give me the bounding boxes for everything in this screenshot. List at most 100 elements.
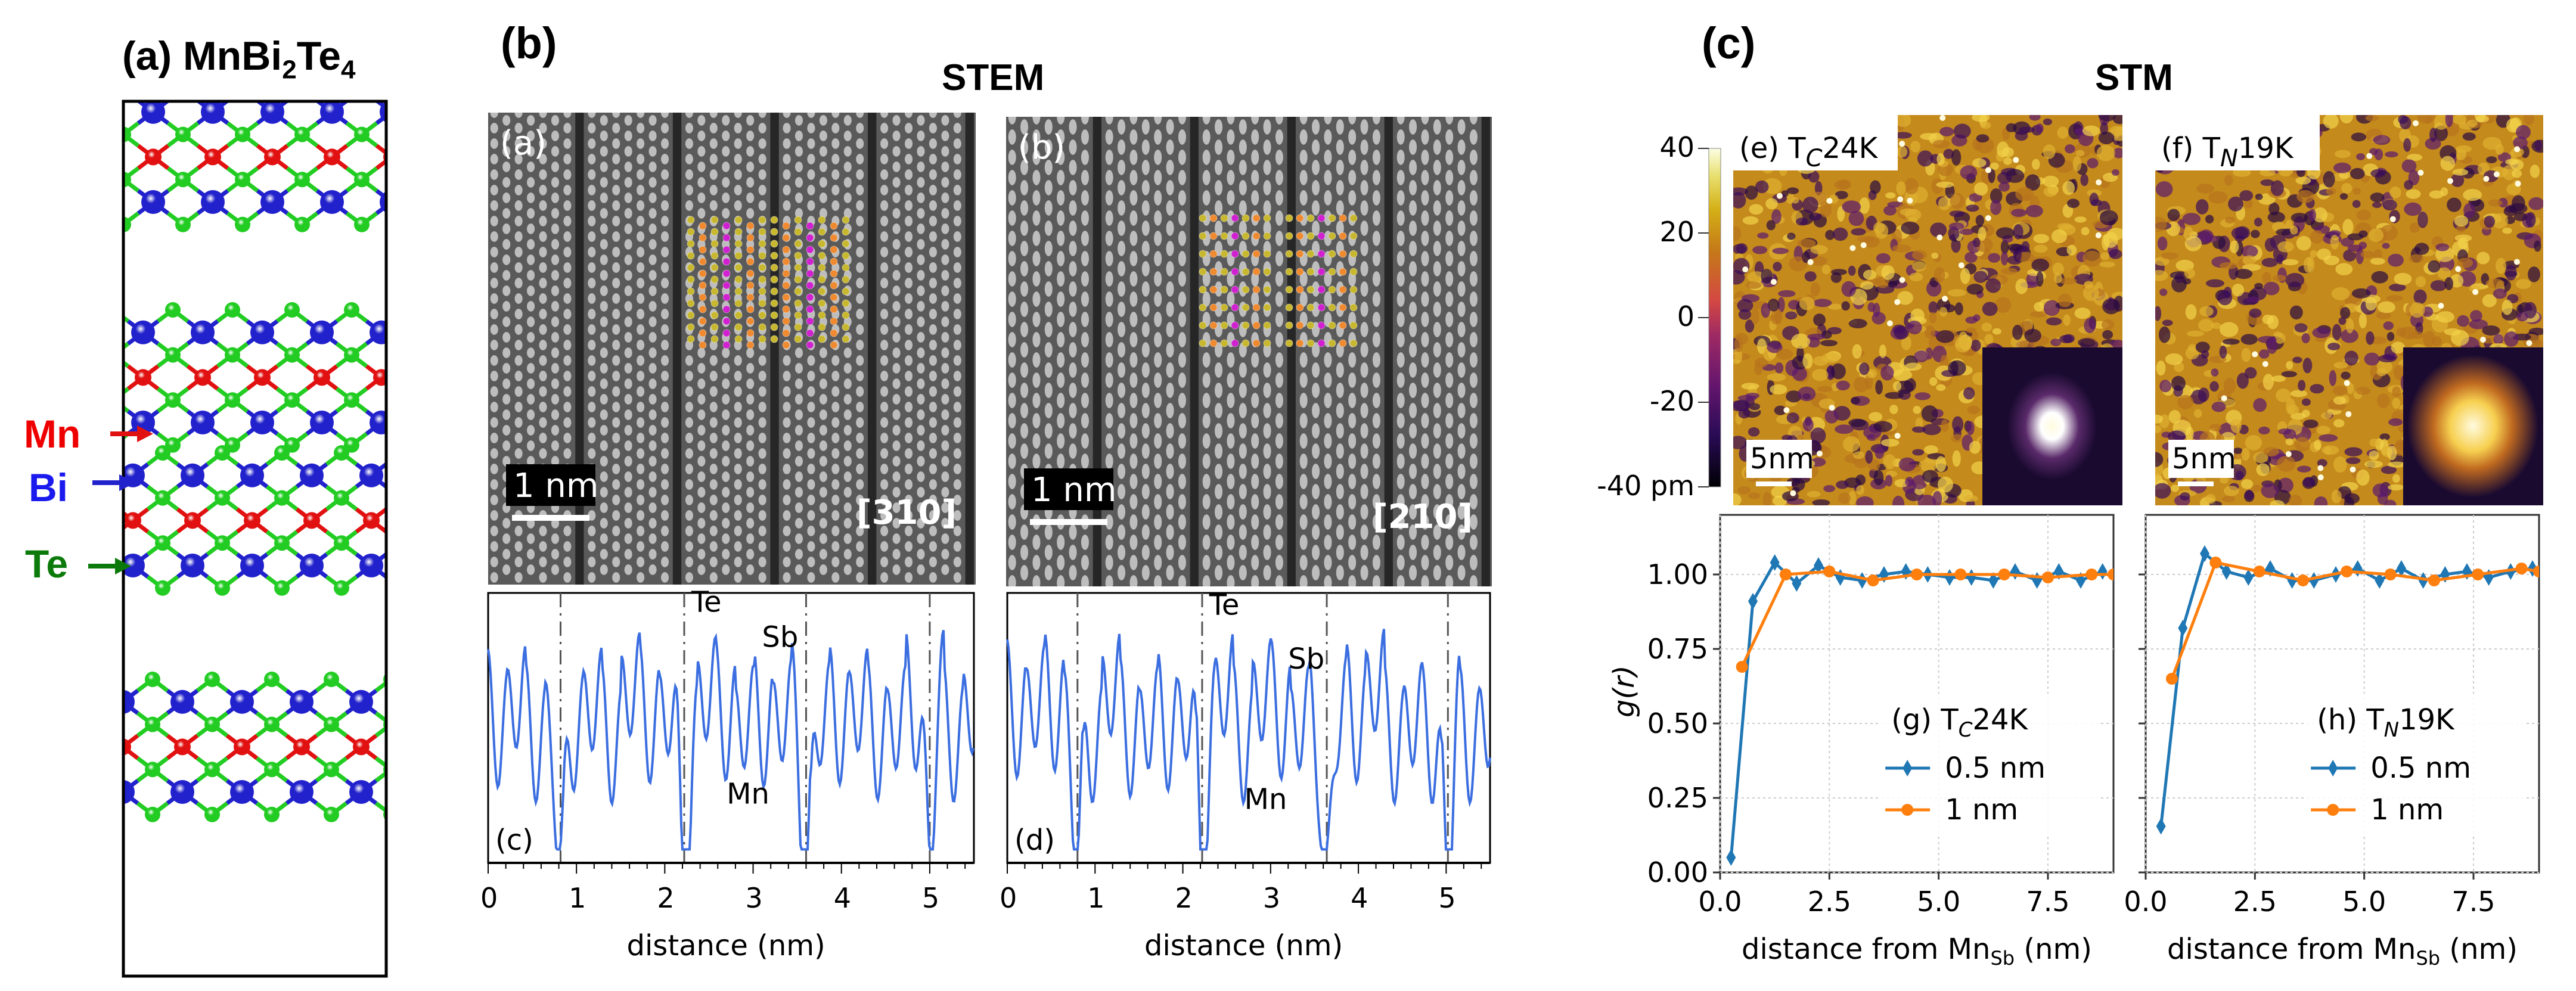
bond (392, 146, 406, 157)
topography-feature (2113, 147, 2122, 159)
overlay-te (734, 216, 743, 224)
label-bi: Bi (29, 465, 68, 510)
atom-column (1081, 210, 1089, 226)
atom-column (1239, 504, 1247, 520)
atom-column (1141, 342, 1150, 358)
topography-feature (2270, 500, 2285, 505)
atom-column (1020, 342, 1029, 358)
atom-column (1409, 139, 1417, 155)
atom-column (1324, 291, 1332, 307)
topography-feature (1748, 427, 1760, 437)
overlay-te (687, 311, 695, 319)
atom-column (1008, 474, 1016, 489)
atom-column (1336, 200, 1344, 216)
atom-column (588, 154, 596, 164)
atom-column (514, 278, 523, 288)
overlay-te (842, 311, 850, 319)
atom-column (539, 216, 547, 226)
atom-column (563, 278, 572, 288)
atom-column (709, 371, 718, 381)
atom-column (734, 154, 742, 164)
topography-feature (1941, 419, 1949, 432)
topography-feature (1733, 187, 1748, 195)
atom-te (264, 716, 280, 732)
atom-column (1008, 291, 1016, 307)
atom-column (660, 386, 669, 397)
topography-feature (2513, 136, 2528, 150)
topography-feature (1733, 257, 1750, 275)
atom-column (1032, 393, 1041, 408)
atom-column (843, 347, 852, 358)
overlay-sb (782, 317, 790, 325)
atom-column (514, 355, 523, 366)
atom-column (502, 533, 511, 544)
atom-column (1299, 393, 1308, 408)
atom-column (1469, 474, 1478, 489)
atom-column (648, 518, 657, 529)
overlay-te (710, 263, 719, 272)
atom-column (929, 154, 937, 164)
atom-column (1469, 413, 1478, 428)
atom-column (588, 386, 596, 397)
topography-feature (1981, 322, 1992, 332)
bond (94, 191, 108, 202)
atom-column (1008, 514, 1016, 530)
atom-column (1044, 139, 1053, 155)
gr-chart-g: 0.000.250.500.751.00g(r)0.0 2.5 5.0 7.5dist… (1607, 514, 2115, 970)
atom-column (1469, 312, 1478, 327)
atom-te (264, 806, 280, 822)
atom-column (1251, 129, 1259, 145)
bond (79, 112, 94, 123)
topography-feature (1733, 399, 1751, 411)
topography-feature (1842, 436, 1860, 452)
atom-column (1324, 433, 1332, 449)
atom-column (1409, 362, 1417, 378)
y-tick-label: 1.00 (1647, 558, 1708, 591)
atom-column (1154, 210, 1162, 226)
atom-column (1020, 281, 1029, 297)
atom-column (624, 239, 632, 250)
atom-column (1433, 464, 1441, 479)
atom-column (1008, 190, 1016, 206)
topography-feature (1797, 238, 1816, 248)
profile-curve (487, 630, 974, 851)
atom-column (880, 417, 889, 428)
atom-column (502, 192, 511, 203)
atom-column (953, 216, 961, 226)
atom-column (1409, 302, 1417, 317)
atom-column (490, 262, 498, 273)
atom-column (819, 146, 827, 157)
topography-feature (2341, 237, 2354, 247)
bright-defect (2438, 303, 2444, 309)
atom-column (1129, 575, 1138, 586)
atom-column (929, 247, 937, 257)
overlay-te (1349, 303, 1358, 312)
atom-column (1372, 312, 1380, 327)
topography-feature (1857, 235, 1875, 243)
atom-column (514, 402, 523, 412)
atom-column (685, 495, 693, 505)
atom-column (600, 347, 608, 358)
bond (391, 758, 406, 769)
atom-column (1044, 524, 1053, 540)
atom-te (155, 490, 170, 506)
atom-column (746, 192, 755, 203)
atom-column (794, 177, 803, 188)
topography-feature (1778, 290, 1796, 297)
atom-bi (349, 689, 373, 714)
atom-column (1360, 119, 1368, 135)
topography-feature (1859, 362, 1870, 375)
atom-te (105, 392, 121, 408)
atom-column (904, 113, 913, 118)
atom-column (1469, 210, 1478, 226)
atom-te (95, 580, 111, 596)
atom-column (856, 113, 864, 118)
atom-column (1129, 117, 1138, 125)
atom-column (941, 502, 949, 513)
topography-feature (1929, 312, 1937, 324)
atom-column (1324, 494, 1332, 510)
overlay-te (734, 275, 743, 284)
topography-feature (2495, 144, 2504, 155)
bright-defect (2480, 336, 2487, 343)
atom-column (1251, 433, 1259, 449)
